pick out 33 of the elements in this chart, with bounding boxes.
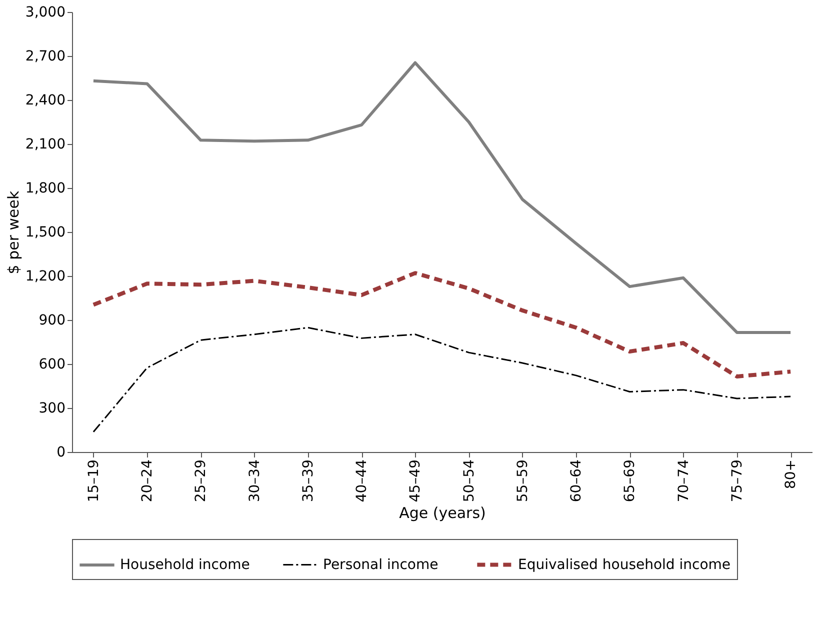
y-tick-label: 1,800	[25, 180, 66, 196]
x-tick-label: 75–79	[729, 460, 746, 502]
x-tick-label: 80+	[783, 460, 800, 490]
legend-label: Equivalised household income	[518, 556, 731, 573]
x-tick-label: 55–59	[514, 460, 531, 502]
y-tick-label: 3,000	[25, 4, 66, 20]
x-tick-label: 35–39	[300, 460, 316, 502]
x-tick-label: 60–64	[568, 459, 585, 502]
y-tick-label: 2,400	[25, 92, 66, 108]
y-tick-label: 0	[56, 444, 66, 460]
line-series	[91, 271, 793, 378]
x-tick-label: 15–19	[86, 460, 102, 502]
y-tick-label: 2,700	[25, 48, 66, 64]
line-series	[92, 326, 792, 433]
y-tick-label: 300	[38, 400, 66, 416]
y-tick-label: 600	[38, 356, 66, 372]
x-tick-label: 40–44	[354, 459, 370, 502]
legend-label: Personal income	[323, 556, 438, 573]
x-tick-label: 70–74	[676, 459, 692, 502]
x-tick-label: 20–24	[140, 459, 156, 502]
y-tick-label: 900	[38, 312, 66, 328]
y-tick-label: 1,200	[25, 268, 66, 284]
x-tick-label: 50–54	[461, 459, 478, 502]
x-axis-title: Age (years)	[399, 504, 486, 522]
y-axis-title: $ per week	[4, 190, 22, 274]
y-tick-label: 1,500	[25, 224, 66, 240]
x-tick-label: 30–34	[246, 459, 263, 502]
legend-label: Household income	[120, 557, 250, 573]
y-tick-label: 2,100	[25, 136, 66, 152]
x-tick-label: 65–69	[622, 460, 638, 502]
x-tick-label: 45–49	[408, 460, 424, 502]
x-tick-label: 25–29	[193, 460, 210, 502]
line-series	[92, 61, 792, 334]
